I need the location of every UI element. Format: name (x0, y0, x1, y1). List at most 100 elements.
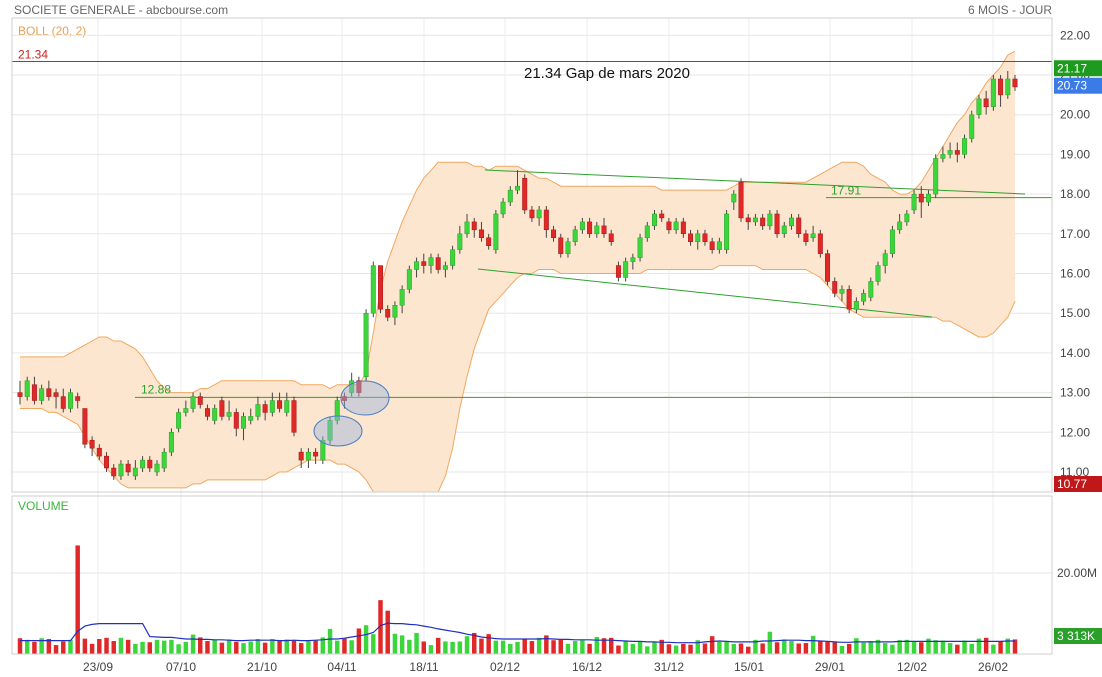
date-tick-label: 02/12 (490, 660, 520, 674)
candle-body (976, 98, 982, 115)
volume-bar (572, 641, 578, 654)
candle-body (904, 213, 910, 223)
volume-bar (854, 638, 859, 654)
highlight-ellipse (313, 415, 363, 447)
candle-body (39, 388, 45, 401)
candle-body (183, 408, 189, 413)
candle-body (615, 265, 621, 278)
volume-bar (529, 641, 535, 654)
candle-body (601, 225, 607, 235)
grid-lines (12, 18, 1052, 654)
volume-bar (724, 641, 729, 654)
volume-bar (472, 632, 477, 654)
candle-body (132, 467, 138, 477)
volume-bar (919, 642, 924, 654)
candle-body (752, 217, 758, 223)
high-price-tag-box (1054, 60, 1102, 77)
candle-body (659, 213, 665, 219)
candle-body (608, 233, 614, 242)
volume-bar (839, 645, 845, 654)
candle-body (1005, 78, 1011, 96)
volume-bar (17, 638, 23, 654)
candle-body (990, 78, 996, 108)
last-price-tag-text: 20.73 (1057, 79, 1087, 93)
price-tick-label: 14.00 (1060, 346, 1090, 360)
volume-indicator-label[interactable]: VOLUME (18, 499, 69, 513)
volume-bar (659, 639, 664, 654)
volume-bar (897, 640, 902, 654)
volume-bar (630, 643, 636, 654)
candle-body (356, 380, 362, 393)
annotations: 21.34 21.34 Gap de mars 2020 12.88 17.91 (18, 48, 861, 397)
candle-body (385, 308, 391, 318)
candle-body (587, 221, 593, 235)
volume-bar (846, 643, 852, 654)
candle-body (868, 281, 874, 298)
volume-bar (868, 641, 874, 654)
volume-bar (522, 638, 527, 654)
volume-bar (500, 640, 506, 654)
candle-body (464, 221, 470, 235)
volume-bar (89, 643, 95, 654)
candle-body (947, 150, 953, 155)
candle-body (233, 412, 239, 429)
resistance-label: 21.34 (18, 48, 48, 62)
candle-body (543, 209, 549, 231)
volume-bar (789, 641, 794, 654)
volume-bar (536, 637, 542, 654)
volume-bar (392, 633, 398, 654)
volume-average-line (20, 622, 1015, 644)
volume-bar (385, 610, 390, 654)
volume-tag-text: 3 313K (1057, 629, 1095, 643)
volume-bar (363, 625, 369, 654)
candle-body (197, 396, 203, 405)
date-tick-label: 31/12 (654, 660, 684, 674)
candle-body (789, 217, 794, 227)
volume-bar (133, 643, 138, 654)
candle-body (140, 459, 146, 469)
volume-bar (645, 646, 650, 654)
volume-bar (421, 641, 427, 654)
candle-body (680, 221, 686, 235)
date-tick-label: 29/01 (815, 660, 845, 674)
volume-bar (976, 638, 982, 654)
candle-body (832, 281, 838, 294)
volume-bar (832, 642, 837, 654)
candle-body (875, 265, 881, 282)
chart-title: SOCIETE GENERALE - abcbourse.com (14, 3, 229, 17)
volume-bar (955, 644, 960, 654)
level-label: 17.91 (831, 184, 861, 198)
candle-body (313, 451, 319, 457)
candle-body (810, 233, 816, 239)
volume-bar (947, 643, 953, 654)
volume-bar (306, 641, 311, 654)
volume-bar (176, 644, 181, 654)
volume-bar (147, 642, 153, 654)
date-tick-label: 23/09 (83, 660, 113, 674)
candle-body (212, 408, 218, 421)
candle-body (154, 463, 160, 473)
highlight-ellipse (340, 380, 390, 416)
candle-body (378, 265, 383, 310)
resistance-note: 21.34 Gap de mars 2020 (524, 65, 690, 82)
price-tick-label: 22.00 (1060, 28, 1090, 42)
volume-bar (399, 635, 405, 654)
date-tick-label: 16/12 (572, 660, 602, 674)
candle-body (118, 463, 124, 477)
volume-bar (371, 634, 376, 654)
bollinger-indicator-label[interactable]: BOLL (20, 2) (18, 24, 87, 38)
candle-body (731, 193, 737, 203)
volume-bar (125, 639, 131, 654)
candle-body (24, 380, 30, 397)
candle-body (370, 265, 376, 314)
candle-body (652, 213, 657, 227)
volume-bar (717, 641, 722, 654)
volume-bar (688, 644, 693, 654)
volume-bar (219, 642, 225, 654)
period-label[interactable]: 6 MOIS - JOUR (967, 3, 1052, 17)
volume-bar (587, 643, 592, 654)
candle-body (623, 261, 629, 278)
candle-body (327, 420, 333, 441)
candle-body (839, 289, 845, 294)
